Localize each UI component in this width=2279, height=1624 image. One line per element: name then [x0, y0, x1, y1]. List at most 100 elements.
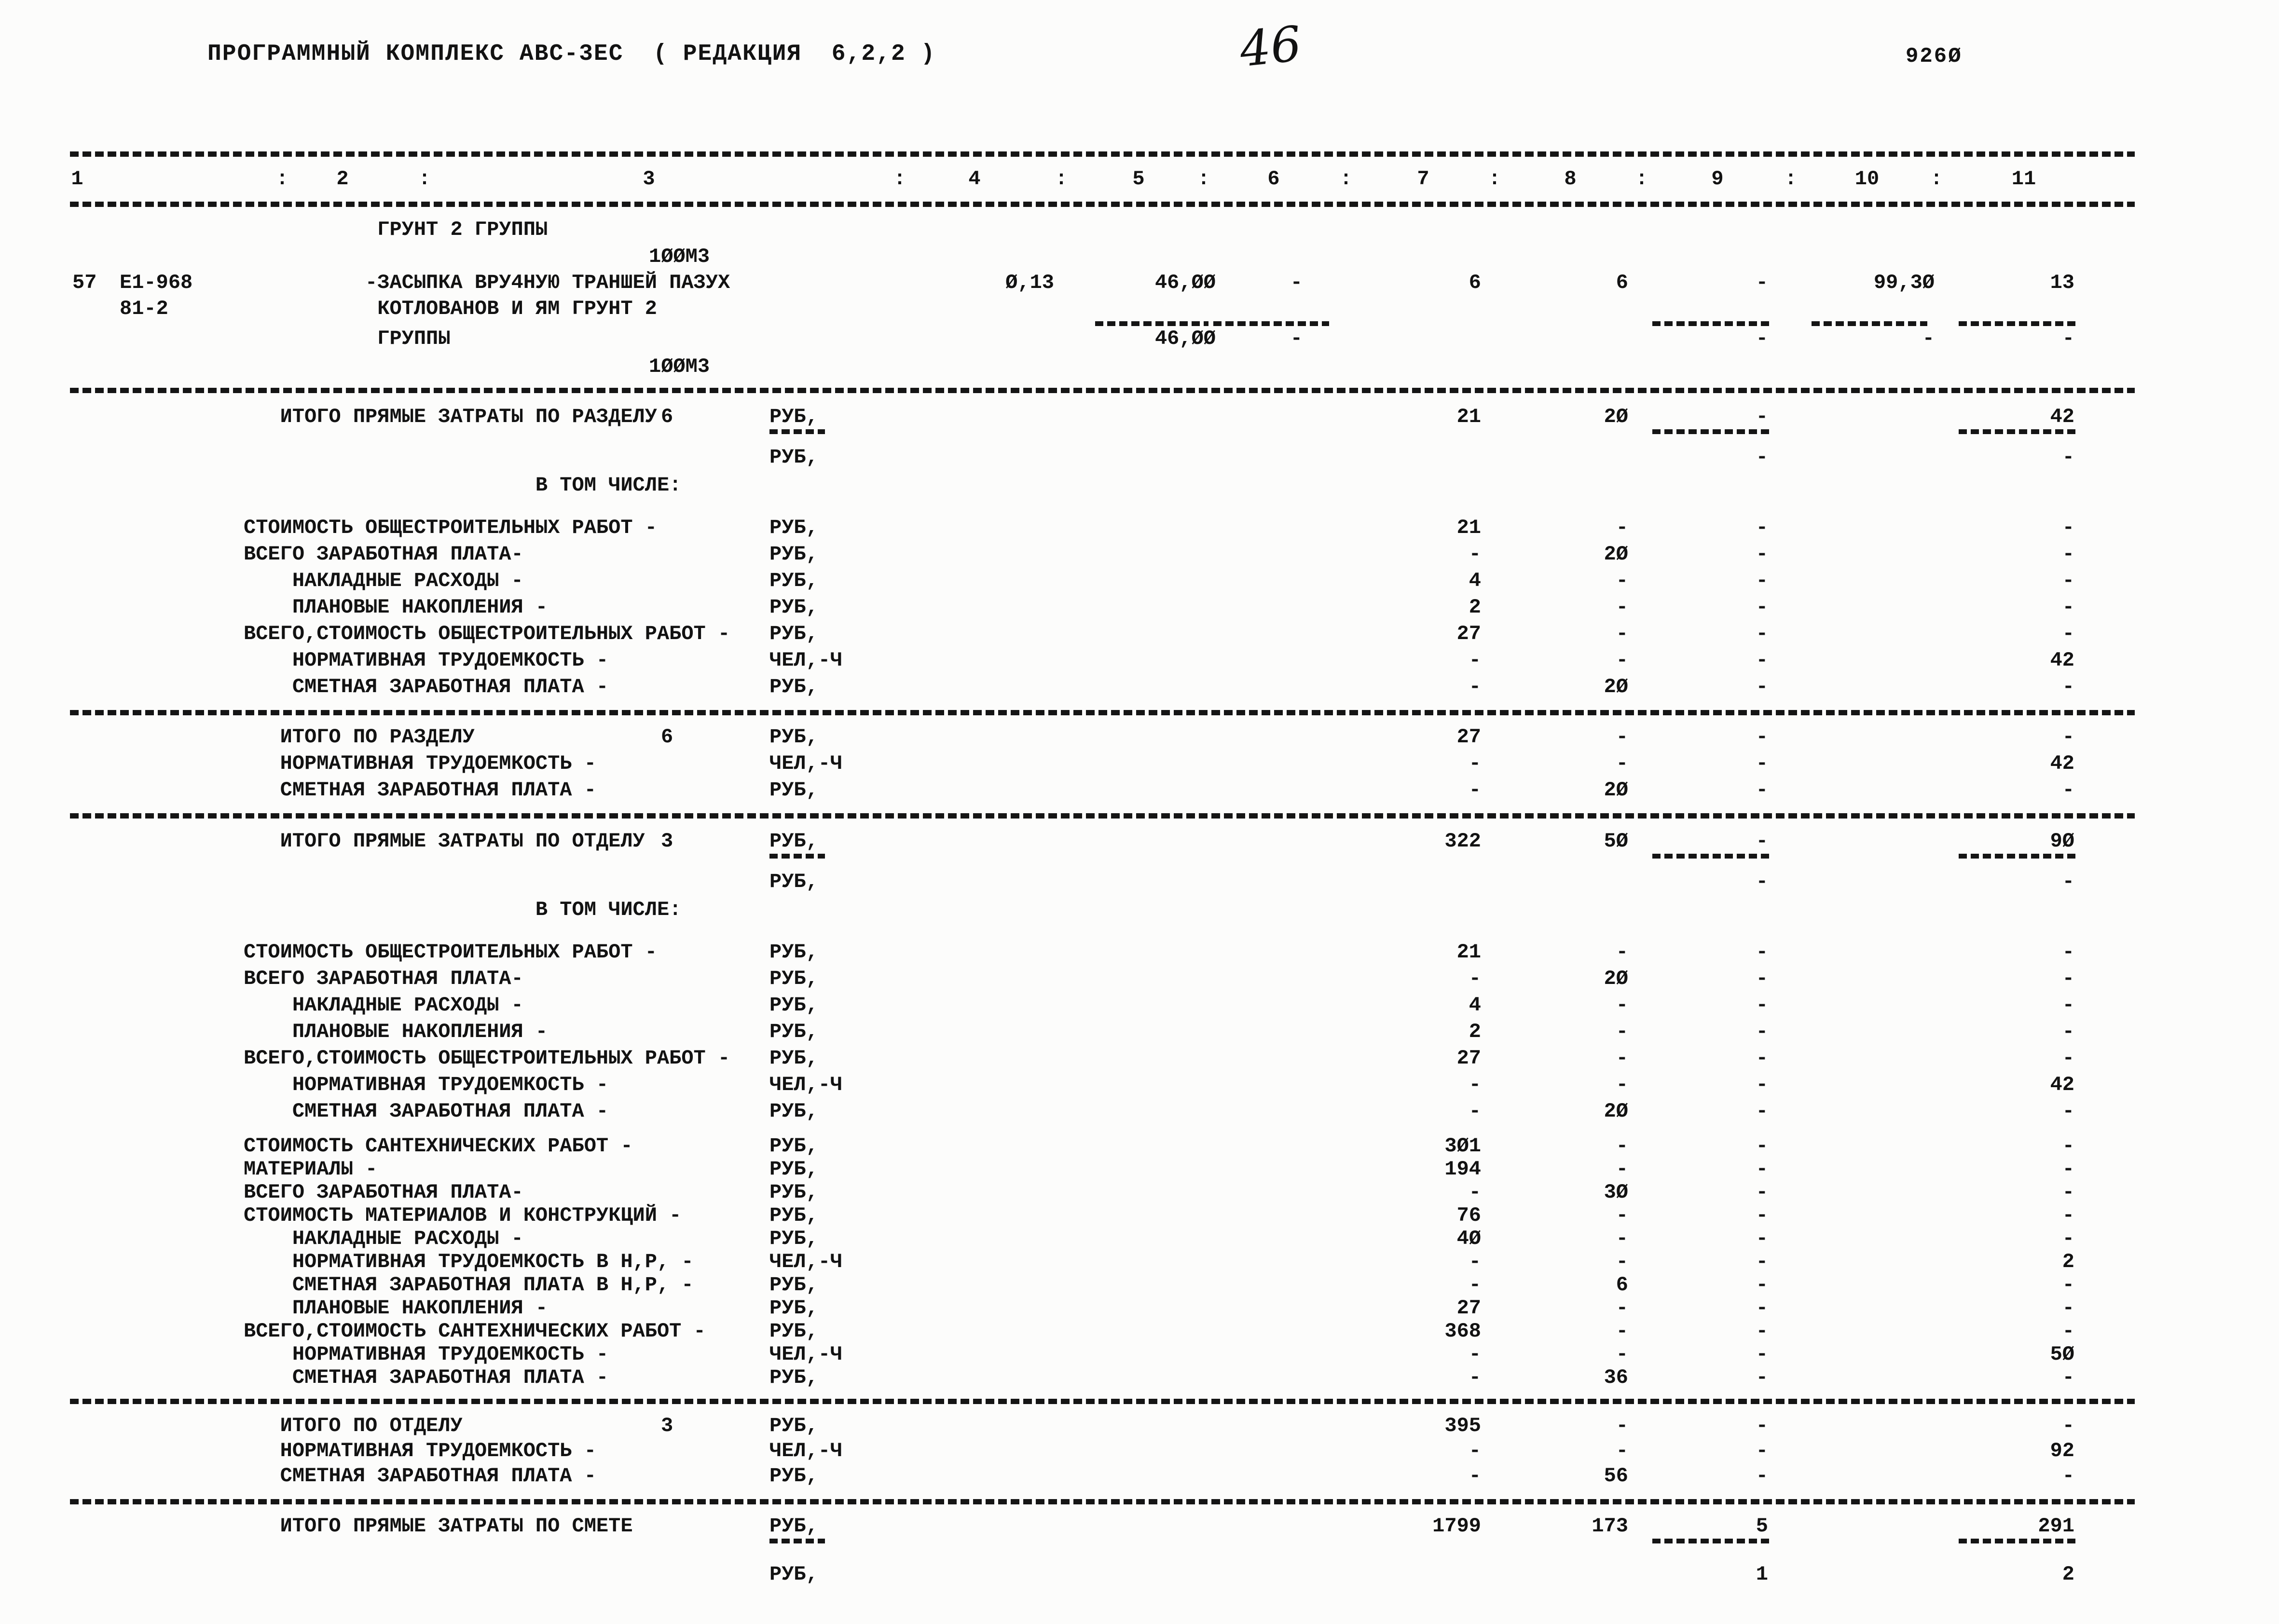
- cell-c7: 21: [1456, 516, 1481, 539]
- cell-c11: -: [2062, 446, 2074, 469]
- separator-line: [70, 813, 2135, 819]
- print-line: НАКЛАДНЫЕ РАСХОДЫ - РУБ, 4 - - -: [0, 993, 2279, 1018]
- cell-c7: 21: [1456, 941, 1481, 964]
- cell-c9: -: [1756, 994, 1768, 1017]
- print-line: СМЕТНАЯ ЗАРАБОТНАЯ ПЛАТА - РУБ, - 2Ø - -: [0, 1099, 2279, 1124]
- cell-c7: -: [1469, 1464, 1481, 1488]
- print-line: РУБ, - -: [0, 869, 2279, 894]
- cell-label: НАКЛАДНЫЕ РАСХОДЫ -: [244, 1227, 523, 1250]
- cell-c11: 2: [2062, 1563, 2074, 1586]
- cell-c11: -: [2062, 1366, 2074, 1389]
- column-number: 11: [2011, 167, 2036, 191]
- cell-label: СТОИМОСТЬ САНТЕХНИЧЕСКИХ РАБОТ -: [244, 1134, 633, 1158]
- column-separator: :: [1785, 167, 1797, 191]
- cell-unit: РУБ,: [769, 1204, 818, 1227]
- cell-c8: -: [1616, 516, 1628, 539]
- cell-c8: 173: [1592, 1515, 1628, 1538]
- cell-c7: -: [1469, 778, 1481, 802]
- cell-label: МАТЕРИАЛЫ -: [244, 1158, 378, 1181]
- cell-c8: 2Ø: [1604, 405, 1628, 428]
- cell-c8: -: [1616, 569, 1628, 592]
- cell-label: ВСЕГО,СТОИМОСТЬ ОБЩЕСТРОИТЕЛЬНЫХ РАБОТ -: [244, 622, 730, 645]
- column-separator: :: [1488, 167, 1501, 191]
- cell-label: ГРУНТ 2 ГРУППЫ: [244, 218, 548, 241]
- cell-label: ГРУППЫ: [244, 327, 451, 350]
- print-line: СТОИМОСТЬ ОБЩЕСТРОИТЕЛЬНЫХ РАБОТ - РУБ, 21…: [0, 940, 2279, 965]
- cell-c8: -: [1616, 1439, 1628, 1462]
- cell-c11: 42: [2050, 405, 2074, 428]
- print-line: НОРМАТИВНАЯ ТРУДОЕМКОСТЬ В Н,Р, - ЧЕЛ,-Ч -…: [0, 1249, 2279, 1274]
- cell-c11: 42: [2050, 1073, 2074, 1096]
- cell-c9: -: [1756, 1296, 1768, 1320]
- cell-c7: 4Ø: [1456, 1227, 1481, 1250]
- cell-unit: РУБ,: [769, 1134, 818, 1158]
- cell-c11: -: [2062, 1273, 2074, 1296]
- cell-c9: -: [1756, 675, 1768, 698]
- cell-c9: -: [1756, 1204, 1768, 1227]
- cell-c9: -: [1756, 1047, 1768, 1070]
- print-line: НОРМАТИВНАЯ ТРУДОЕМКОСТЬ - ЧЕЛ,-Ч - - - 42: [0, 1072, 2279, 1097]
- cell-label: ВСЕГО,СТОИМОСТЬ ОБЩЕСТРОИТЕЛЬНЫХ РАБОТ -: [244, 1047, 730, 1070]
- cell-c11: -: [2062, 516, 2074, 539]
- cell-label: СМЕТНАЯ ЗАРАБОТНАЯ ПЛАТА -: [244, 1100, 609, 1123]
- cell-vol: 1ØØМ3: [649, 355, 710, 378]
- cell-c7: -: [1469, 543, 1481, 566]
- cell-c7: 3Ø1: [1444, 1134, 1481, 1158]
- cell-c7: -: [1469, 675, 1481, 698]
- cell-c9: -: [1756, 516, 1768, 539]
- cell-label: ИТОГО ПО РАЗДЕЛУ: [244, 725, 475, 749]
- print-line: НАКЛАДНЫЕ РАСХОДЫ - РУБ, 4Ø - - -: [0, 1226, 2279, 1251]
- cell-c11: -: [2062, 1181, 2074, 1204]
- print-line: ПЛАНОВЫЕ НАКОПЛЕНИЯ - РУБ, 2 - - -: [0, 1019, 2279, 1044]
- cell-c9: 1: [1756, 1563, 1768, 1586]
- cell-label: ВСЕГО ЗАРАБОТНАЯ ПЛАТА-: [244, 1181, 523, 1204]
- cell-vol: 1ØØМ3: [649, 245, 710, 268]
- column-separator: :: [418, 167, 431, 191]
- cell-c7: 27: [1456, 725, 1481, 749]
- cell-c1: 57: [72, 271, 97, 294]
- cell-c7: -: [1469, 1250, 1481, 1273]
- cell-unit: РУБ,: [769, 446, 818, 469]
- program-title: ПРОГРАММНЫЙ КОМПЛЕКС АВС-3ЕС ( РЕДАКЦИЯ …: [207, 41, 936, 67]
- cell-c7: -: [1469, 1273, 1481, 1296]
- cell-c11: 42: [2050, 649, 2074, 672]
- column-separator: :: [1197, 167, 1210, 191]
- print-line: ВСЕГО ЗАРАБОТНАЯ ПЛАТА- РУБ, - 3Ø - -: [0, 1180, 2279, 1205]
- column-number: 1: [71, 167, 83, 191]
- cell-c11: 13: [2050, 271, 2074, 294]
- cell-c9: 5: [1756, 1515, 1768, 1538]
- cell-c11: -: [2062, 870, 2074, 893]
- cell-c11: -: [2062, 1204, 2074, 1227]
- cell-c9: -: [1756, 941, 1768, 964]
- cell-label: СМЕТНАЯ ЗАРАБОТНАЯ ПЛАТА -: [244, 1464, 596, 1488]
- cell-c8: 2Ø: [1604, 1100, 1628, 1123]
- cell-label: СМЕТНАЯ ЗАРАБОТНАЯ ПЛАТА -: [244, 675, 609, 698]
- cell-c8: -: [1616, 994, 1628, 1017]
- cell-c10: -: [1922, 327, 1935, 350]
- cell-unit: РУБ,: [769, 830, 818, 853]
- cell-unit: ЧЕЛ,-Ч: [769, 752, 843, 775]
- print-line: ВСЕГО ЗАРАБОТНАЯ ПЛАТА- РУБ, - 2Ø - -: [0, 542, 2279, 567]
- cell-c8: -: [1616, 1343, 1628, 1366]
- cell-c9: -: [1756, 1439, 1768, 1462]
- cell-unit: РУБ,: [769, 870, 818, 893]
- cell-c8: 2Ø: [1604, 543, 1628, 566]
- column-underline: [1652, 321, 1771, 326]
- print-line: СМЕТНАЯ ЗАРАБОТНАЯ ПЛАТА - РУБ, - 2Ø - -: [0, 778, 2279, 803]
- cell-unit: РУБ,: [769, 675, 818, 698]
- cell-c11: -: [2062, 1227, 2074, 1250]
- print-line: 81-2 КОТЛОВАНОВ И ЯМ ГРУНТ 2: [0, 296, 2279, 321]
- cell-c9: -: [1756, 446, 1768, 469]
- cell-label: НОРМАТИВНАЯ ТРУДОЕМКОСТЬ -: [244, 1439, 596, 1462]
- cell-label: СМЕТНАЯ ЗАРАБОТНАЯ ПЛАТА В Н,Р, -: [244, 1273, 694, 1296]
- cell-c4: Ø,13: [1005, 271, 1054, 294]
- print-line: ВСЕГО,СТОИМОСТЬ ОБЩЕСТРОИТЕЛЬНЫХ РАБОТ -…: [0, 1046, 2279, 1071]
- print-line: НОРМАТИВНАЯ ТРУДОЕМКОСТЬ - ЧЕЛ,-Ч - - - 42: [0, 751, 2279, 776]
- cell-unit: РУБ,: [769, 596, 818, 619]
- cell-c8: -: [1616, 1204, 1628, 1227]
- column-separator: :: [1635, 167, 1648, 191]
- column-underline: [1959, 321, 2077, 326]
- cell-unit: РУБ,: [769, 778, 818, 802]
